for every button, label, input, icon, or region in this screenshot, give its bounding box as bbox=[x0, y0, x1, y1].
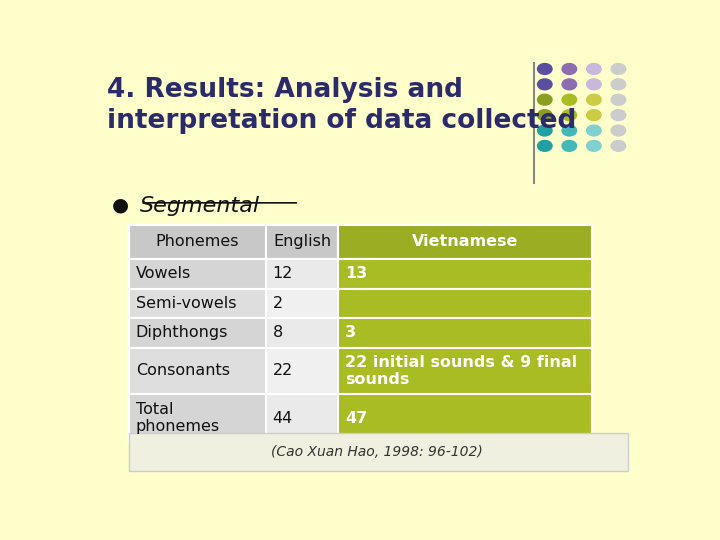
Text: Segmental: Segmental bbox=[140, 196, 260, 216]
FancyBboxPatch shape bbox=[129, 394, 266, 442]
Text: Semi-vowels: Semi-vowels bbox=[136, 296, 236, 310]
FancyBboxPatch shape bbox=[338, 318, 593, 348]
FancyBboxPatch shape bbox=[266, 318, 338, 348]
FancyBboxPatch shape bbox=[338, 348, 593, 394]
Text: 22 initial sounds & 9 final
sounds: 22 initial sounds & 9 final sounds bbox=[345, 355, 577, 387]
Circle shape bbox=[538, 110, 552, 120]
Circle shape bbox=[562, 79, 577, 90]
Text: 4. Results: Analysis and
interpretation of data collected: 4. Results: Analysis and interpretation … bbox=[107, 77, 576, 134]
Text: 8: 8 bbox=[272, 325, 283, 340]
Circle shape bbox=[538, 79, 552, 90]
Text: Vowels: Vowels bbox=[136, 266, 191, 281]
FancyBboxPatch shape bbox=[266, 394, 338, 442]
Circle shape bbox=[611, 140, 626, 151]
Circle shape bbox=[611, 110, 626, 120]
Circle shape bbox=[538, 125, 552, 136]
Circle shape bbox=[611, 79, 626, 90]
FancyBboxPatch shape bbox=[129, 318, 266, 348]
Circle shape bbox=[538, 64, 552, 75]
Text: Total
phonemes: Total phonemes bbox=[136, 402, 220, 434]
Text: Diphthongs: Diphthongs bbox=[136, 325, 228, 340]
Text: 22: 22 bbox=[272, 363, 293, 379]
Text: Phonemes: Phonemes bbox=[156, 234, 239, 249]
Circle shape bbox=[587, 110, 601, 120]
Circle shape bbox=[562, 64, 577, 75]
Text: (Cao Xuan Hao, 1998: 96-102): (Cao Xuan Hao, 1998: 96-102) bbox=[271, 446, 483, 460]
Text: Consonants: Consonants bbox=[136, 363, 230, 379]
Circle shape bbox=[587, 140, 601, 151]
FancyBboxPatch shape bbox=[338, 259, 593, 288]
Circle shape bbox=[562, 110, 577, 120]
FancyBboxPatch shape bbox=[129, 288, 266, 318]
Circle shape bbox=[611, 125, 626, 136]
FancyBboxPatch shape bbox=[129, 259, 266, 288]
Text: 2: 2 bbox=[272, 296, 282, 310]
Text: 47: 47 bbox=[345, 410, 367, 426]
Circle shape bbox=[562, 140, 577, 151]
Text: 13: 13 bbox=[345, 266, 367, 281]
Circle shape bbox=[538, 140, 552, 151]
FancyBboxPatch shape bbox=[129, 348, 266, 394]
Circle shape bbox=[587, 125, 601, 136]
Text: 44: 44 bbox=[272, 410, 293, 426]
FancyBboxPatch shape bbox=[129, 433, 629, 471]
FancyBboxPatch shape bbox=[266, 259, 338, 288]
Circle shape bbox=[562, 94, 577, 105]
Circle shape bbox=[611, 94, 626, 105]
Text: 12: 12 bbox=[272, 266, 293, 281]
Circle shape bbox=[611, 64, 626, 75]
Text: 3: 3 bbox=[345, 325, 356, 340]
FancyBboxPatch shape bbox=[338, 288, 593, 318]
FancyBboxPatch shape bbox=[338, 225, 593, 259]
FancyBboxPatch shape bbox=[266, 225, 338, 259]
Text: Vietnamese: Vietnamese bbox=[412, 234, 518, 249]
Circle shape bbox=[587, 79, 601, 90]
Circle shape bbox=[587, 64, 601, 75]
FancyBboxPatch shape bbox=[266, 348, 338, 394]
Circle shape bbox=[538, 94, 552, 105]
Circle shape bbox=[562, 125, 577, 136]
Text: English: English bbox=[273, 234, 331, 249]
FancyBboxPatch shape bbox=[266, 288, 338, 318]
FancyBboxPatch shape bbox=[129, 225, 266, 259]
FancyBboxPatch shape bbox=[338, 394, 593, 442]
Circle shape bbox=[587, 94, 601, 105]
Text: ●: ● bbox=[112, 196, 130, 215]
